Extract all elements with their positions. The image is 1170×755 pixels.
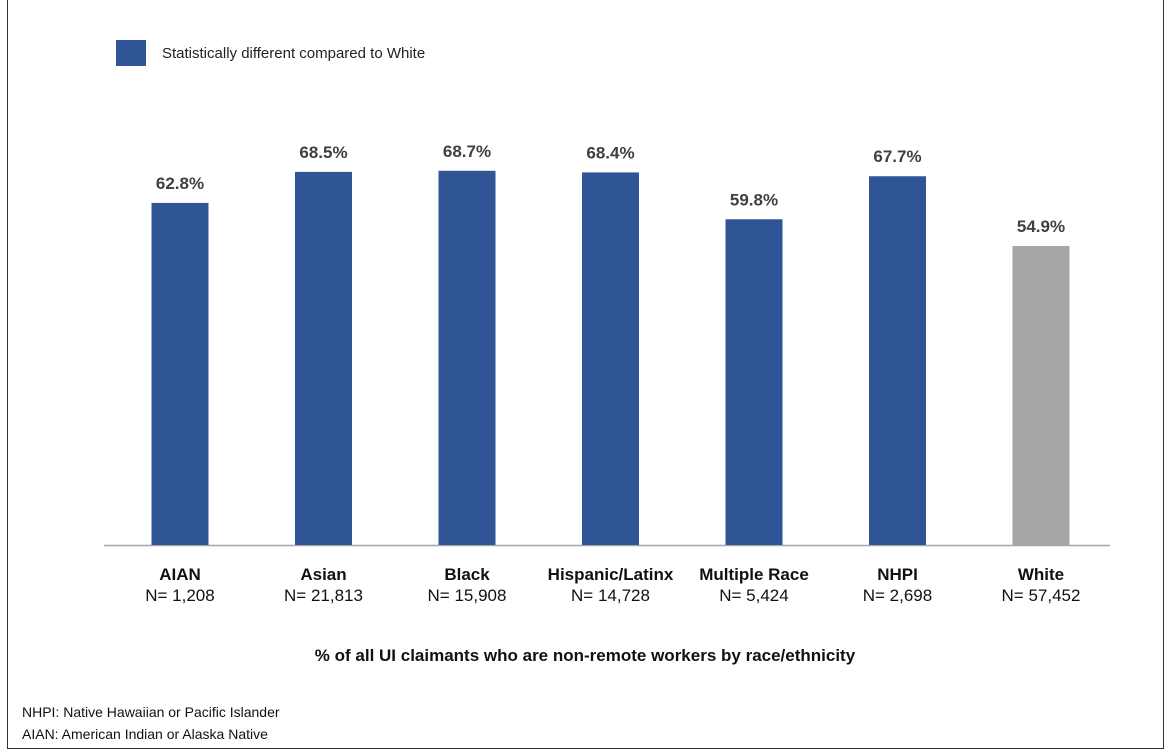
- category-label: NHPI: [877, 565, 918, 584]
- category-label: Hispanic/Latinx: [548, 565, 674, 584]
- category-label: White: [1018, 565, 1064, 584]
- note-nhpi: NHPI: Native Hawaiian or Pacific Islande…: [22, 704, 280, 720]
- legend-label: Statistically different compared to Whit…: [162, 44, 426, 62]
- category-label: AIAN: [159, 565, 201, 584]
- sample-size-label: N= 21,813: [284, 586, 363, 605]
- data-label: 67.7%: [873, 147, 921, 166]
- bar-black: [438, 170, 496, 545]
- data-label: 62.8%: [156, 174, 204, 193]
- bar-aian: [151, 202, 209, 545]
- data-label: 59.8%: [730, 190, 778, 209]
- x-axis-label: % of all UI claimants who are non-remote…: [314, 646, 856, 665]
- sample-size-label: N= 57,452: [1002, 586, 1081, 605]
- data-label: 68.5%: [299, 143, 347, 162]
- data-label: 68.7%: [443, 142, 491, 161]
- category-label: Multiple Race: [699, 565, 809, 584]
- chart-frame: [7, 0, 1164, 749]
- data-label: 68.4%: [586, 143, 634, 162]
- note-aian: AIAN: American Indian or Alaska Native: [22, 726, 268, 742]
- category-label: Asian: [300, 565, 346, 584]
- data-label: 54.9%: [1017, 217, 1065, 236]
- bar-hispanic-latinx: [582, 172, 639, 545]
- sample-size-label: N= 15,908: [428, 586, 507, 605]
- sample-size-label: N= 1,208: [145, 586, 214, 605]
- category-label: Black: [444, 565, 490, 584]
- bar-nhpi: [869, 176, 926, 545]
- bar-white: [1012, 245, 1070, 545]
- legend: Statistically different compared to Whit…: [116, 40, 425, 66]
- bar-asian: [295, 171, 352, 545]
- legend-swatch: [116, 40, 146, 66]
- sample-size-label: N= 5,424: [719, 586, 788, 605]
- sample-size-label: N= 2,698: [863, 586, 932, 605]
- bar-chart: 62.8% AIAN N= 1,208 68.5% Asian N= 21,813 68.7…: [104, 142, 1110, 605]
- sample-size-label: N= 14,728: [571, 586, 650, 605]
- bar-multiple-race: [725, 219, 783, 545]
